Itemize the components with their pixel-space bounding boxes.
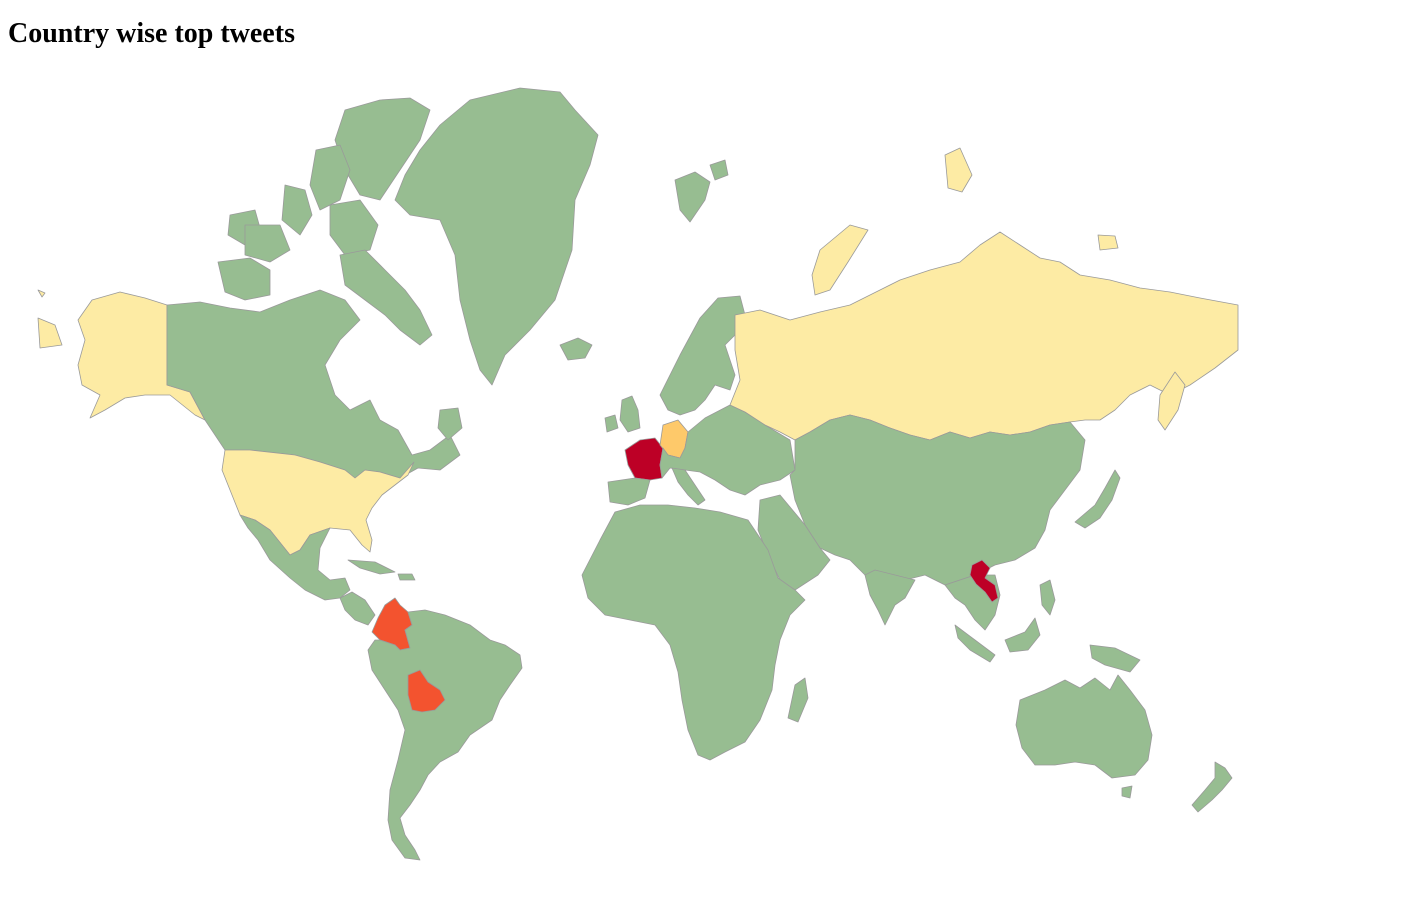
region-indonesia-2[interactable] <box>1004 617 1041 653</box>
region-madagascar[interactable] <box>787 677 809 723</box>
region-arctic-islands-6[interactable] <box>244 224 291 263</box>
region-newfoundland[interactable] <box>437 407 463 441</box>
region-hispaniola[interactable] <box>397 573 416 581</box>
region-japan[interactable] <box>1074 469 1121 529</box>
region-central-america[interactable] <box>339 591 376 626</box>
region-tasmania[interactable] <box>1121 785 1133 799</box>
region-italy[interactable] <box>671 467 706 506</box>
region-asia-central[interactable] <box>789 414 1086 613</box>
region-south-america[interactable] <box>367 609 523 861</box>
region-laos[interactable] <box>969 559 999 603</box>
region-kamchatka[interactable] <box>1157 371 1186 431</box>
region-svalbard[interactable] <box>674 159 729 223</box>
region-united-kingdom[interactable] <box>619 395 641 433</box>
region-baffin-island[interactable] <box>339 249 433 346</box>
region-new-zealand[interactable] <box>1191 761 1233 813</box>
region-philippines[interactable] <box>1039 579 1056 616</box>
region-iceland[interactable] <box>559 337 593 361</box>
region-scandinavia[interactable] <box>659 295 746 416</box>
region-australia[interactable] <box>1015 674 1153 779</box>
region-novaya-zemlya[interactable] <box>811 224 869 296</box>
region-mexico[interactable] <box>239 514 351 601</box>
region-cuba[interactable] <box>347 559 396 575</box>
region-ireland[interactable] <box>604 414 619 433</box>
region-iberia[interactable] <box>607 477 651 506</box>
region-severnaya-zemlya[interactable] <box>944 147 1119 251</box>
page-title: Country wise top tweets <box>8 18 295 49</box>
region-india[interactable] <box>864 569 916 626</box>
region-africa[interactable] <box>581 504 806 761</box>
region-new-guinea[interactable] <box>1089 644 1141 673</box>
region-victoria-island[interactable] <box>217 257 271 301</box>
region-france[interactable] <box>624 437 664 481</box>
region-bolivia[interactable] <box>407 669 446 713</box>
region-arctic-islands-4[interactable] <box>281 184 313 236</box>
region-arctic-islands-5[interactable] <box>329 199 379 256</box>
region-greenland[interactable] <box>394 87 599 386</box>
region-indonesia-1[interactable] <box>954 624 996 663</box>
region-alaska-west-tip[interactable] <box>37 289 63 349</box>
region-arctic-islands-2[interactable] <box>309 144 351 211</box>
